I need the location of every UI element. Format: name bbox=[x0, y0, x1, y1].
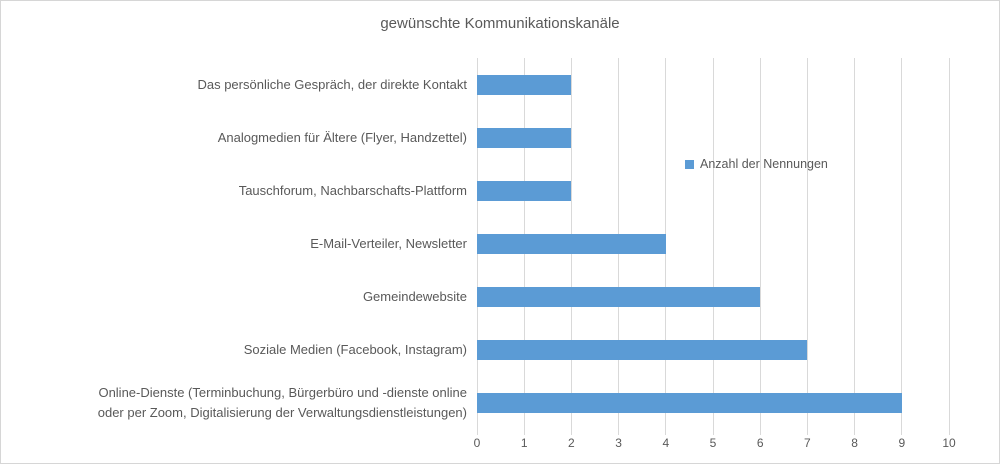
gridline-x-7 bbox=[806, 58, 808, 435]
x-axis-tick-label-5: 5 bbox=[709, 436, 717, 450]
category-label-0: Das persönliche Gespräch, der direkte Ko… bbox=[197, 76, 467, 92]
x-axis-tick-label-8: 8 bbox=[851, 436, 858, 450]
category-label-6: Online-Dienste (Terminbuchung, Bürgerbür… bbox=[97, 385, 467, 421]
x-axis-tick-label-4: 4 bbox=[662, 436, 670, 450]
x-axis-tick-label-7: 7 bbox=[804, 436, 811, 450]
x-axis-tick-label-9: 9 bbox=[898, 436, 906, 450]
category-label-5: Soziale Medien (Facebook, Instagram) bbox=[243, 342, 467, 358]
bar-2 bbox=[477, 180, 572, 201]
bar-4 bbox=[477, 287, 761, 308]
x-axis-tick-label-0: 0 bbox=[473, 436, 481, 450]
gridline-x-4 bbox=[665, 58, 667, 435]
plot-area bbox=[476, 58, 950, 435]
bar-1 bbox=[477, 127, 572, 148]
x-axis-tick-label-3: 3 bbox=[615, 436, 622, 450]
chart-title: gewünschte Kommunikationskanäle bbox=[380, 15, 620, 32]
gridline-x-9 bbox=[901, 58, 903, 435]
legend: Anzahl der Nennungen bbox=[685, 157, 828, 171]
bar-5 bbox=[477, 340, 808, 361]
x-axis-tick-label-6: 6 bbox=[756, 436, 764, 450]
bar-6 bbox=[477, 393, 902, 414]
category-label-3: E-Mail-Verteiler, Newsletter bbox=[310, 235, 467, 251]
bar-0 bbox=[477, 74, 572, 95]
gridline-x-5 bbox=[712, 58, 714, 435]
bar-3 bbox=[477, 234, 666, 254]
x-axis-tick-label-1: 1 bbox=[520, 436, 528, 450]
gridline-x-10 bbox=[948, 58, 950, 435]
x-axis-tick-label-2: 2 bbox=[568, 436, 575, 450]
category-label-1: Analogmedien für Ältere (Flyer, Handzett… bbox=[217, 129, 467, 145]
legend-label: Anzahl der Nennungen bbox=[700, 157, 828, 171]
gridline-x-6 bbox=[759, 58, 761, 435]
x-axis-tick-label-10: 10 bbox=[942, 436, 956, 450]
legend-swatch-icon bbox=[685, 159, 694, 169]
category-label-2: Tauschforum, Nachbarschafts-Plattform bbox=[238, 182, 467, 198]
gridline-x-8 bbox=[854, 58, 856, 435]
category-label-4: Gemeindewebsite bbox=[362, 289, 467, 305]
